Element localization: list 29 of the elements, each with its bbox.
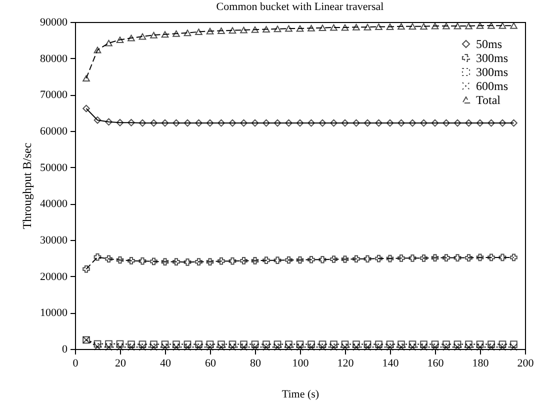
y-tick-label: 40000 xyxy=(40,198,68,210)
x-tick-label: 160 xyxy=(427,358,444,370)
x-tick-label: 200 xyxy=(517,358,534,370)
x-tick-label: 20 xyxy=(115,358,126,370)
y-tick-label: 10000 xyxy=(40,307,68,320)
x-tick-label: 140 xyxy=(382,358,400,370)
legend-label: 300ms xyxy=(476,51,508,65)
y-tick-label: 60000 xyxy=(40,126,68,138)
y-tick-label: 30000 xyxy=(40,234,68,246)
x-tick-label: 60 xyxy=(205,358,216,370)
y-tick-label: 50000 xyxy=(40,162,68,174)
x-tick-label: 100 xyxy=(292,358,310,370)
y-tick-label: 90000 xyxy=(40,16,68,28)
x-tick-label: 0 xyxy=(72,358,79,370)
y-tick-label: 20000 xyxy=(40,270,68,283)
legend-label: 300ms xyxy=(476,65,508,79)
x-tick-label: 180 xyxy=(472,358,490,370)
x-tick-label: 120 xyxy=(337,358,354,370)
y-tick-label: 80000 xyxy=(40,52,68,65)
x-axis-title: Time (s) xyxy=(282,388,320,400)
legend-label: 50ms xyxy=(476,37,502,51)
x-tick-label: 80 xyxy=(250,358,262,370)
legend-label: Total xyxy=(476,93,502,107)
y-tick-label: 0 xyxy=(62,344,68,356)
chart-title: Common bucket with Linear traversal xyxy=(216,1,384,13)
y-tick-label: 70000 xyxy=(40,89,68,102)
y-axis-title: Throughput B/sec xyxy=(20,142,34,230)
legend-label: 600ms xyxy=(476,79,508,93)
x-tick-label: 40 xyxy=(160,358,172,370)
